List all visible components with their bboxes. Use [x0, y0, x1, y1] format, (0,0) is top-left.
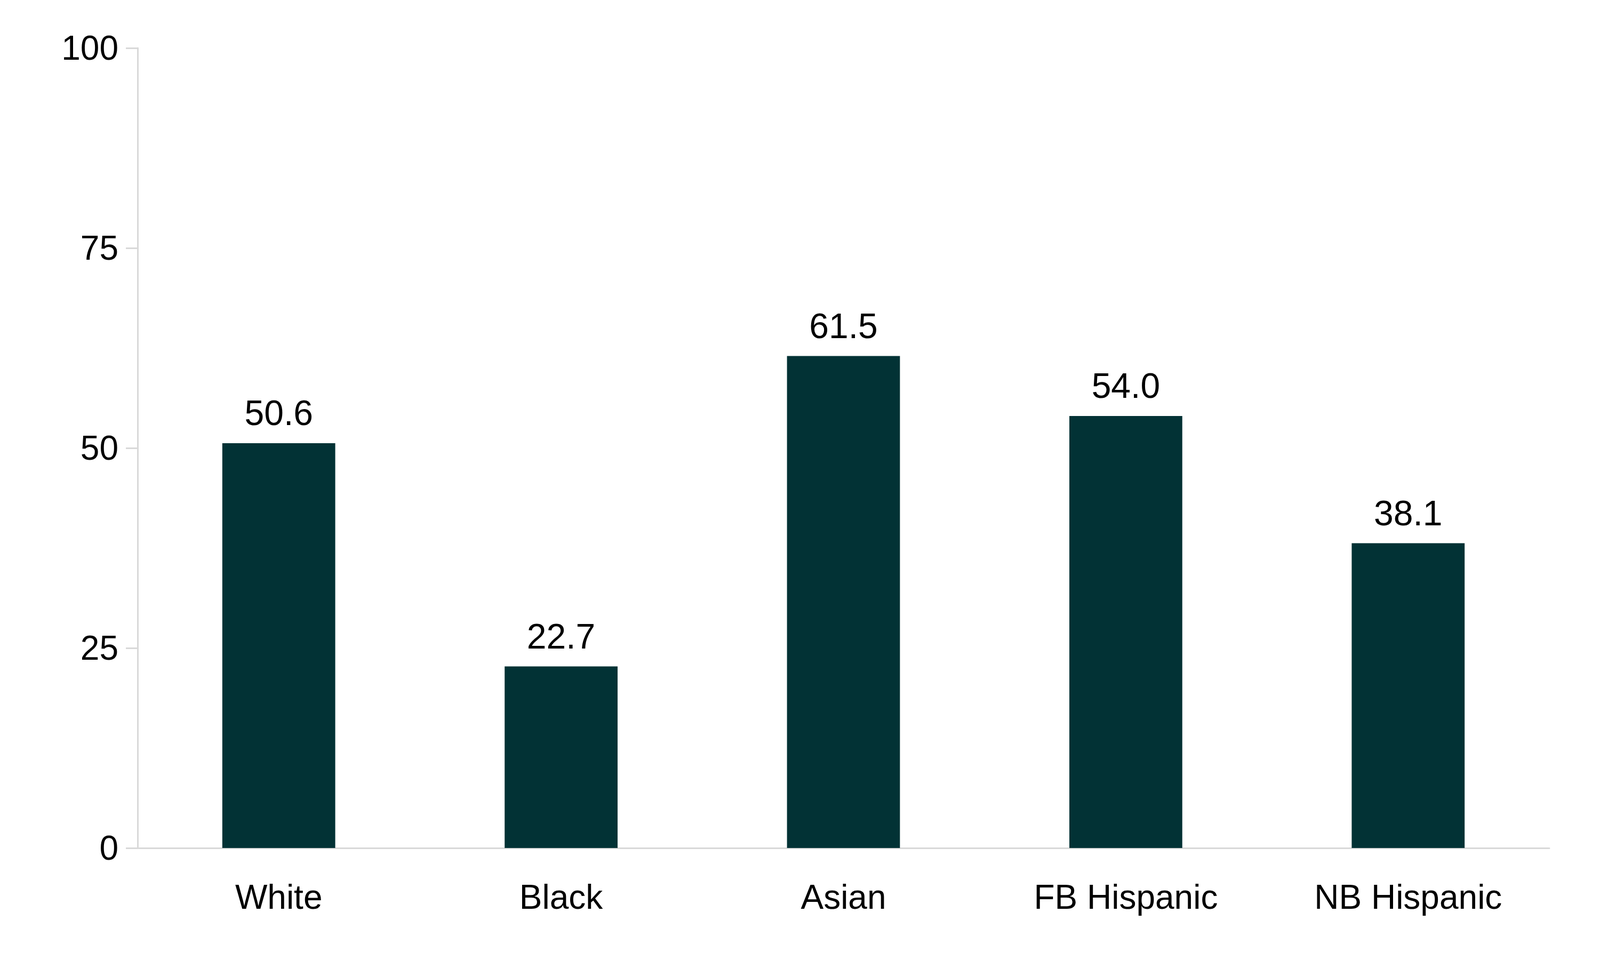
svg-text:Black: Black: [519, 877, 604, 917]
svg-text:NB Hispanic: NB Hispanic: [1314, 877, 1502, 917]
svg-text:61.5: 61.5: [809, 306, 878, 346]
svg-text:100: 100: [61, 28, 119, 68]
svg-text:54.0: 54.0: [1091, 365, 1160, 406]
svg-text:50: 50: [80, 428, 119, 468]
svg-text:White: White: [235, 877, 323, 917]
svg-text:FB Hispanic: FB Hispanic: [1033, 877, 1218, 917]
svg-text:22.7: 22.7: [526, 616, 596, 656]
svg-text:0: 0: [99, 828, 119, 868]
svg-text:75: 75: [80, 228, 119, 268]
svg-text:Asian: Asian: [800, 877, 886, 917]
svg-text:25: 25: [80, 628, 119, 668]
svg-text:50.6: 50.6: [244, 393, 313, 433]
svg-text:38.1: 38.1: [1373, 493, 1443, 533]
